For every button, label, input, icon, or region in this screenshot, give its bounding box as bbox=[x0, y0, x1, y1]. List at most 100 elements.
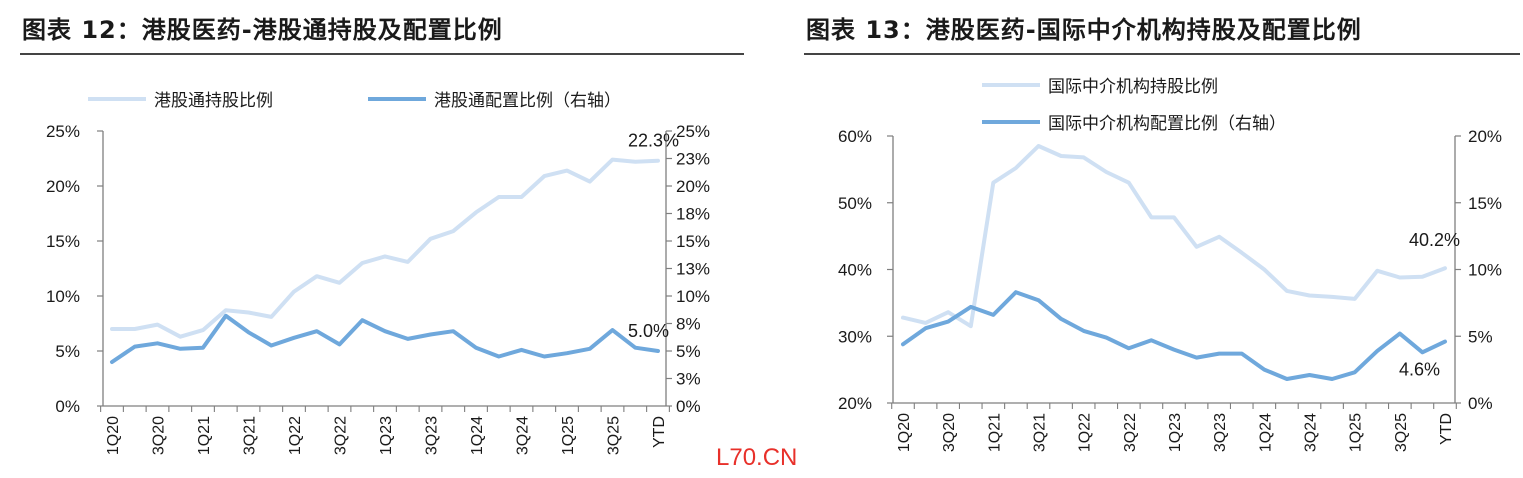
data-point bbox=[901, 315, 905, 320]
data-point bbox=[1217, 352, 1221, 356]
data-point bbox=[946, 310, 950, 314]
x-tick-label: 1Q24 bbox=[469, 416, 486, 455]
data-point bbox=[519, 348, 524, 352]
data-point bbox=[1240, 251, 1244, 255]
x-tick-label: 1Q25 bbox=[560, 416, 577, 455]
data-point bbox=[633, 160, 637, 164]
data-point bbox=[1172, 348, 1176, 352]
data-point bbox=[292, 290, 296, 294]
left-y-tick-label: 50% bbox=[838, 194, 872, 213]
data-point bbox=[246, 330, 251, 334]
x-tick-label: 3Q20 bbox=[941, 413, 958, 452]
data-point bbox=[588, 347, 592, 351]
chart-title: 图表 12：港股医药-港股通持股及配置比例 bbox=[22, 16, 503, 44]
x-tick-label: 3Q23 bbox=[1212, 413, 1229, 452]
right-y-tick-label: 20% bbox=[1468, 127, 1502, 146]
x-tick-label: 3Q24 bbox=[515, 416, 532, 455]
data-point bbox=[406, 260, 410, 264]
data-point bbox=[406, 337, 410, 341]
data-point bbox=[1330, 295, 1334, 299]
right-y-tick-label: 25% bbox=[676, 122, 710, 141]
data-point bbox=[451, 329, 455, 333]
data-point bbox=[946, 319, 950, 324]
data-point bbox=[1398, 275, 1402, 280]
data-point bbox=[337, 281, 342, 285]
right-y-tick-label: 0% bbox=[676, 397, 701, 416]
x-tick-label: 1Q23 bbox=[378, 416, 395, 455]
data-point bbox=[337, 342, 342, 346]
x-tick-label: 3Q24 bbox=[1303, 413, 1320, 452]
line-chart: 0% 5% 10% 15% 20% 25% 0% 3% 5% 8% 10% 13% 15% 18% 20% 2… bbox=[46, 91, 710, 455]
watermark: L70.CN bbox=[716, 444, 798, 471]
x-tick-label: 1Q21 bbox=[196, 416, 213, 455]
data-label: 22.3% bbox=[628, 131, 679, 151]
data-point bbox=[1014, 166, 1018, 170]
data-point bbox=[155, 341, 160, 345]
data-point bbox=[1330, 377, 1334, 381]
data-point bbox=[292, 336, 296, 340]
right-y-tick-label: 3% bbox=[676, 370, 701, 389]
data-point bbox=[360, 261, 364, 265]
left-y-tick-label: 5% bbox=[55, 342, 80, 361]
data-point bbox=[1307, 293, 1312, 298]
data-point bbox=[1262, 368, 1266, 372]
series-line-2 bbox=[110, 313, 660, 364]
data-point bbox=[1420, 275, 1425, 279]
left-y-tick-label: 60% bbox=[838, 127, 872, 146]
left-y-tick-label: 10% bbox=[46, 287, 80, 306]
x-tick-label: 1Q20 bbox=[105, 416, 122, 455]
right-y-tick-label: 15% bbox=[676, 232, 710, 251]
data-point bbox=[1036, 144, 1041, 148]
chart-title: 图表 13：港股医药-国际中介机构持股及配置比例 bbox=[806, 16, 1362, 44]
data-point bbox=[1217, 235, 1221, 239]
data-point bbox=[1240, 352, 1244, 356]
chart-panel-12: 图表 12：港股医药-港股通持股及配置比例 0% 5% 10% 15% 20% 25% 0%… bbox=[0, 0, 760, 478]
x-tick-label: 1Q24 bbox=[1257, 413, 1274, 452]
data-point bbox=[269, 315, 273, 319]
data-point bbox=[133, 345, 137, 349]
right-y-tick-label: 5% bbox=[1468, 327, 1493, 346]
right-y-tick-label: 5% bbox=[676, 342, 701, 361]
data-label: 5.0% bbox=[628, 321, 669, 341]
x-tick-label: 1Q25 bbox=[1348, 413, 1365, 452]
data-point bbox=[542, 354, 546, 359]
data-point bbox=[1285, 289, 1289, 293]
data-point bbox=[1014, 290, 1018, 294]
data-point bbox=[1262, 267, 1266, 272]
data-point bbox=[315, 329, 319, 333]
data-point bbox=[1353, 297, 1357, 301]
data-point bbox=[1307, 373, 1312, 377]
data-point bbox=[497, 354, 501, 359]
right-y-tick-label: 8% bbox=[676, 315, 701, 334]
legend-label: 港股通持股比例 bbox=[154, 91, 273, 110]
chart-panel-13: 图表 13：港股医药-国际中介机构持股及配置比例 20% 30% 40% 50% 60%… bbox=[800, 0, 1523, 478]
right-y-tick-label: 13% bbox=[676, 260, 710, 279]
right-y-tick-label: 10% bbox=[676, 287, 710, 306]
data-point bbox=[201, 346, 205, 350]
title-divider bbox=[804, 53, 1520, 55]
data-point bbox=[474, 346, 478, 350]
data-point bbox=[610, 158, 615, 162]
data-point bbox=[969, 305, 973, 309]
data-point bbox=[1285, 377, 1289, 381]
data-point bbox=[428, 237, 433, 241]
x-tick-label: 1Q22 bbox=[287, 416, 304, 455]
x-tick-label: YTD bbox=[1438, 413, 1455, 445]
data-point bbox=[1059, 154, 1063, 158]
right-y-tick-label: 15% bbox=[1468, 194, 1502, 213]
x-tick-label: 3Q23 bbox=[424, 416, 441, 455]
data-point bbox=[360, 318, 364, 322]
series-line-2 bbox=[901, 290, 1447, 381]
data-point bbox=[1127, 346, 1131, 350]
data-point bbox=[1172, 215, 1176, 220]
data-point bbox=[1104, 170, 1108, 174]
left-y-tick-label: 40% bbox=[838, 261, 872, 280]
data-point bbox=[656, 159, 660, 163]
data-point bbox=[923, 326, 928, 330]
x-tick-label: 1Q22 bbox=[1077, 413, 1094, 452]
right-y-tick-label: 10% bbox=[1468, 261, 1502, 280]
left-y-tick-label: 25% bbox=[46, 122, 80, 141]
data-point bbox=[1375, 349, 1379, 353]
left-y-tick-label: 30% bbox=[838, 327, 872, 346]
data-point bbox=[451, 229, 455, 233]
